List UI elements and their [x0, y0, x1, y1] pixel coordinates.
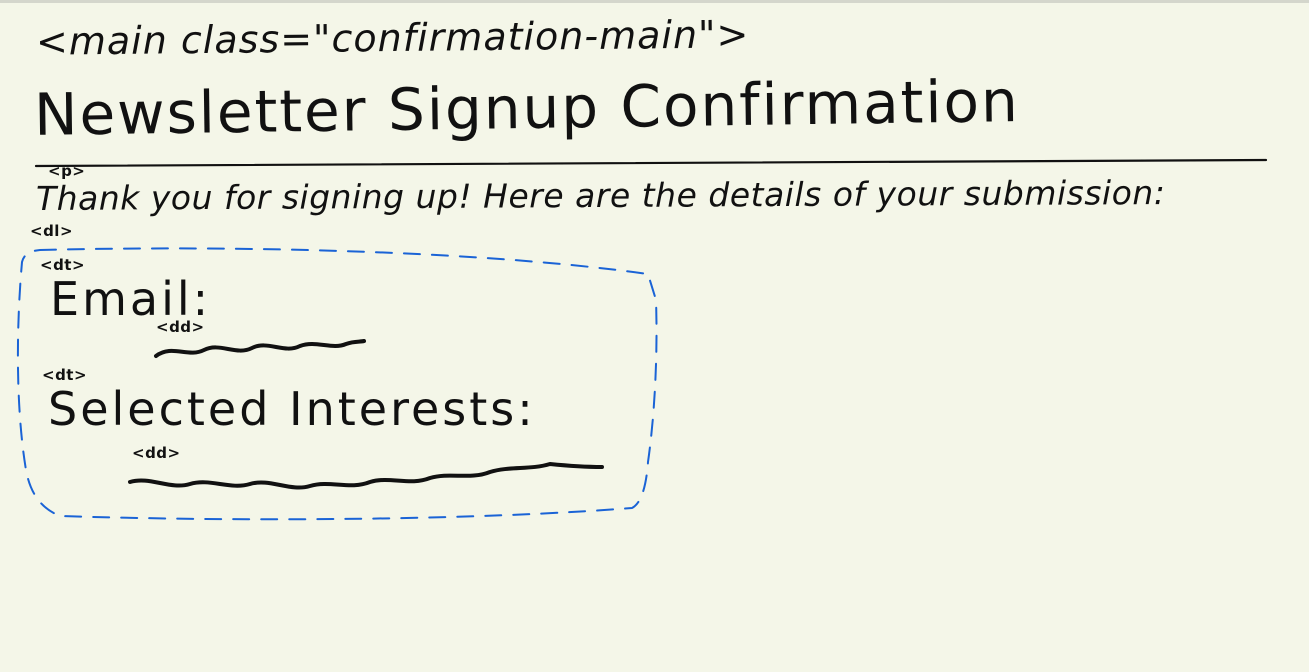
interests-value-squiggle — [128, 462, 604, 490]
email-value-squiggle — [154, 339, 366, 358]
dl-tag-annotation: <dl> — [30, 222, 74, 240]
dd-interests-tag-annotation: <dd> — [132, 444, 181, 462]
dt-interests-tag-annotation: <dt> — [42, 366, 88, 384]
heading-underline — [34, 158, 1268, 168]
dt-email-tag-annotation: <dt> — [40, 256, 86, 274]
dd-email-tag-annotation: <dd> — [156, 318, 205, 336]
email-term: Email: — [50, 272, 212, 326]
canvas-top-edge — [0, 0, 1309, 3]
interests-term: Selected Interests: — [48, 382, 536, 436]
dl-dashed-box — [16, 247, 658, 521]
